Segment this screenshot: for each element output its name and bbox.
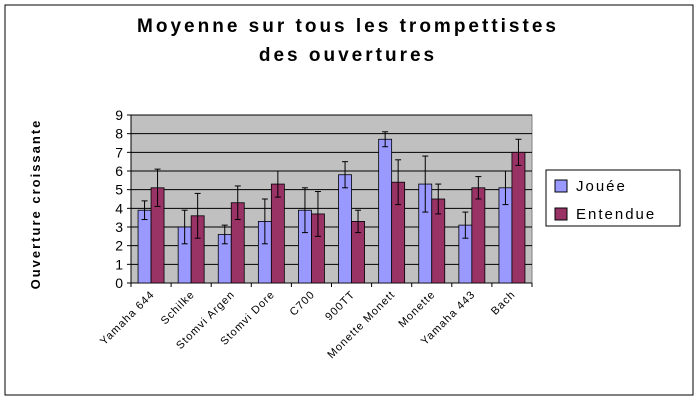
y-tick-label: 4: [115, 200, 123, 216]
bar: [378, 138, 393, 284]
bar: [270, 183, 285, 284]
y-tick-label: 5: [115, 182, 123, 198]
error-bar: [141, 200, 148, 221]
chart-title: Moyenne sur tous les trompettistes: [137, 16, 559, 37]
y-tick-label: 6: [115, 163, 123, 179]
chart-title: des ouvertures: [259, 45, 437, 66]
legend-label: Jouée: [576, 178, 627, 195]
bar: [511, 151, 526, 284]
error-bar: [502, 170, 509, 206]
error-bar: [462, 211, 469, 239]
y-tick-label: 9: [115, 107, 123, 123]
bar: [137, 209, 152, 284]
error-bar: [342, 161, 349, 189]
legend-swatch: [554, 207, 568, 221]
bar: [338, 174, 352, 284]
legend-label: Entendue: [576, 206, 656, 223]
error-bar: [355, 209, 362, 234]
legend-box: [545, 169, 681, 227]
error-bar: [154, 168, 161, 207]
error-bar: [194, 192, 201, 239]
error-bar: [261, 198, 268, 245]
error-bar: [314, 191, 321, 237]
y-tick-label: 1: [115, 256, 123, 272]
error-bar: [301, 187, 308, 234]
legend-swatch: [554, 179, 568, 193]
y-tick-label: 2: [115, 238, 123, 254]
error-bar: [382, 131, 389, 148]
y-tick-label: 0: [115, 275, 123, 291]
error-bar: [234, 185, 241, 221]
y-tick-label: 7: [115, 144, 123, 160]
error-bar: [435, 183, 442, 215]
bar: [471, 187, 486, 284]
error-bar: [221, 224, 228, 245]
error-bar: [475, 176, 482, 200]
y-axis-label: Ouverture croissante: [28, 119, 43, 290]
error-bar: [274, 170, 281, 198]
error-bar: [181, 209, 188, 245]
error-bar: [515, 138, 522, 166]
error-bar: [422, 155, 429, 213]
y-tick-label: 3: [115, 219, 123, 235]
error-bar: [395, 159, 402, 206]
y-tick-label: 8: [115, 126, 123, 142]
